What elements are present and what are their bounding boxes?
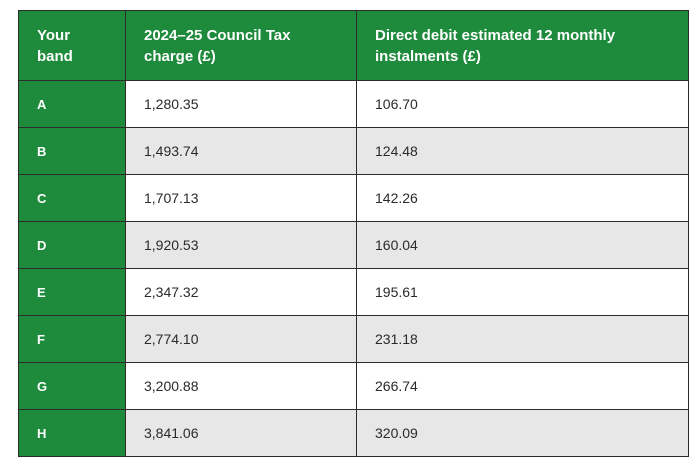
instalment-cell: 195.61	[356, 268, 689, 316]
band-cell: D	[18, 221, 126, 269]
council-tax-table: Your band 2024–25 Council Tax charge (£)…	[18, 10, 689, 457]
charge-cell: 1,920.53	[125, 221, 357, 269]
band-cell: G	[18, 362, 126, 410]
instalment-cell: 160.04	[356, 221, 689, 269]
charge-cell: 1,493.74	[125, 127, 357, 175]
header-charge: 2024–25 Council Tax charge (£)	[125, 10, 357, 81]
instalment-cell: 106.70	[356, 80, 689, 128]
charge-cell: 3,841.06	[125, 409, 357, 457]
band-cell: C	[18, 174, 126, 222]
band-cell: H	[18, 409, 126, 457]
charge-cell: 1,707.13	[125, 174, 357, 222]
table-row: E 2,347.32 195.61	[18, 268, 689, 316]
band-cell: E	[18, 268, 126, 316]
charge-cell: 2,774.10	[125, 315, 357, 363]
table-row: F 2,774.10 231.18	[18, 315, 689, 363]
band-cell: B	[18, 127, 126, 175]
instalment-cell: 266.74	[356, 362, 689, 410]
instalment-cell: 124.48	[356, 127, 689, 175]
header-instalment: Direct debit estimated 12 monthly instal…	[356, 10, 689, 81]
instalment-cell: 231.18	[356, 315, 689, 363]
band-cell: F	[18, 315, 126, 363]
table-row: A 1,280.35 106.70	[18, 80, 689, 128]
charge-cell: 1,280.35	[125, 80, 357, 128]
table-row: B 1,493.74 124.48	[18, 127, 689, 175]
council-tax-table-container: Your band 2024–25 Council Tax charge (£)…	[18, 10, 689, 457]
instalment-cell: 320.09	[356, 409, 689, 457]
table-row: H 3,841.06 320.09	[18, 409, 689, 457]
instalment-cell: 142.26	[356, 174, 689, 222]
band-cell: A	[18, 80, 126, 128]
charge-cell: 2,347.32	[125, 268, 357, 316]
table-row: G 3,200.88 266.74	[18, 362, 689, 410]
header-band: Your band	[18, 10, 126, 81]
table-row: C 1,707.13 142.26	[18, 174, 689, 222]
table-row: D 1,920.53 160.04	[18, 221, 689, 269]
charge-cell: 3,200.88	[125, 362, 357, 410]
table-header-row: Your band 2024–25 Council Tax charge (£)…	[18, 10, 689, 81]
